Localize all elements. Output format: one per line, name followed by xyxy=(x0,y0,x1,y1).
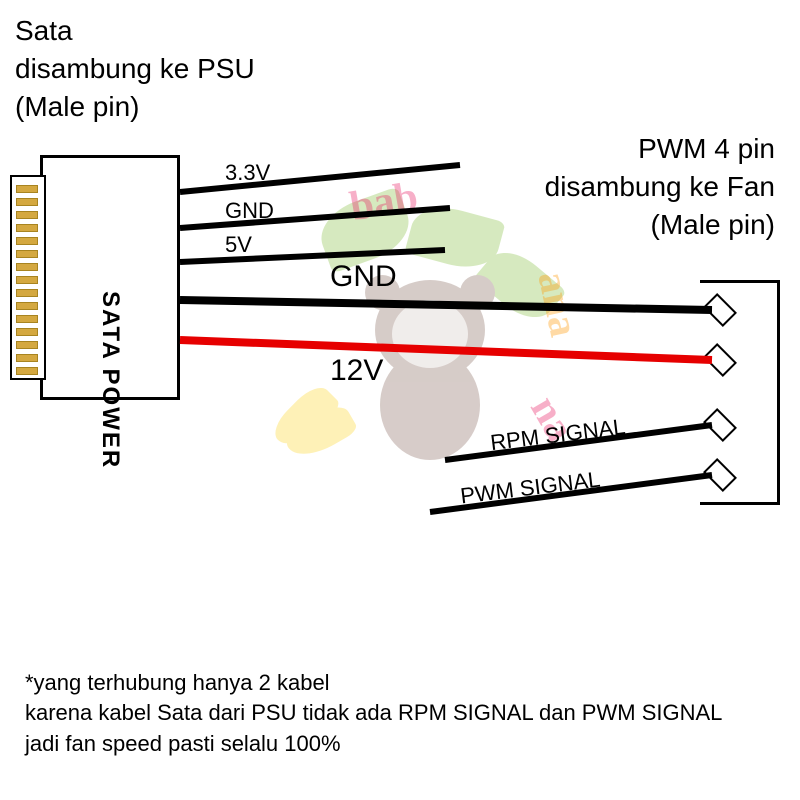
pwm-title-line2: disambung ke Fan xyxy=(545,171,775,202)
footer-line3: jadi fan speed pasti selalu 100% xyxy=(25,731,341,756)
sata-title: Sata disambung ke PSU (Male pin) xyxy=(15,12,255,125)
sata-title-line1: Sata xyxy=(15,15,73,46)
wire-label-gnd2: GND xyxy=(330,260,397,294)
pwm-connector xyxy=(700,280,780,505)
footer-line1: *yang terhubung hanya 2 kabel xyxy=(25,670,330,695)
wire-label-5v: 5V xyxy=(225,232,252,258)
footer-line2: karena kabel Sata dari PSU tidak ada RPM… xyxy=(25,700,722,725)
sata-title-line2: disambung ke PSU xyxy=(15,53,255,84)
sata-title-line3: (Male pin) xyxy=(15,91,139,122)
footer-note: *yang terhubung hanya 2 kabel karena kab… xyxy=(25,668,722,760)
pwm-title: PWM 4 pin disambung ke Fan (Male pin) xyxy=(545,130,775,243)
sata-power-label: SATA POWER xyxy=(96,291,124,469)
wire-label-gnd1: GND xyxy=(225,198,274,224)
sata-connector: SATA POWER xyxy=(10,155,180,400)
wire-label-12v: 12V xyxy=(330,354,383,388)
wire-label-3v3: 3.3V xyxy=(225,160,270,186)
pwm-title-line1: PWM 4 pin xyxy=(638,133,775,164)
diagram-container: bab ana na Sata disambung ke PSU (Male p… xyxy=(0,0,800,800)
pwm-title-line3: (Male pin) xyxy=(651,209,775,240)
